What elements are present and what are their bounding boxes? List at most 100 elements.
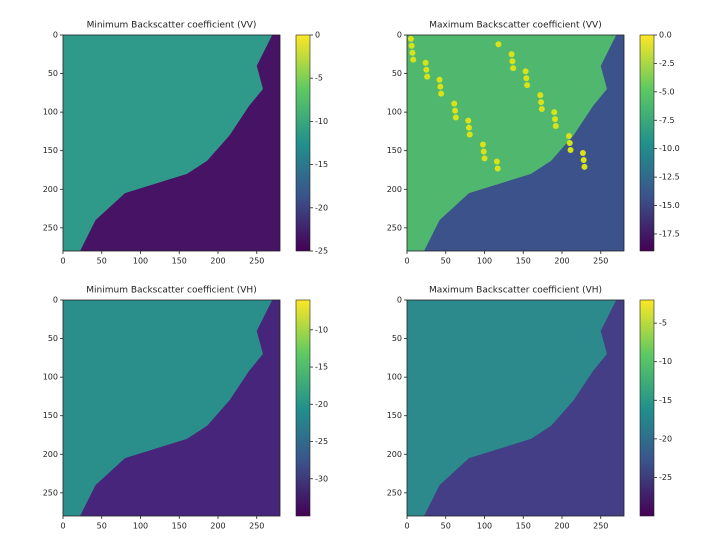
image-speck [510,65,517,72]
image-speck [407,35,414,42]
axes-frame [62,299,281,517]
image-speck [538,99,545,106]
x-tick-label: 50 [441,257,451,266]
image-speck [523,75,530,82]
colorbar [639,299,655,517]
colorbar-tick-label: -15 [659,396,672,405]
image-speck [552,116,559,123]
image-land [63,35,273,251]
x-tick-label: 250 [593,257,608,266]
y-tick-label: 50 [48,69,58,78]
image-speck [524,82,531,89]
image-speck [509,58,516,65]
y-tick-label: 250 [43,488,58,497]
image-land [407,300,617,516]
colorbar-tick-label: -20 [659,434,672,443]
image-speck [566,140,573,146]
image-speck [424,73,431,80]
x-tick-label: 150 [172,522,187,531]
colorbar-tick-label: -5 [659,319,667,328]
image-speck [423,66,430,73]
image-land [63,300,273,516]
y-tick-label: 250 [43,223,58,232]
colorbar-tick-label: -5 [315,74,323,83]
y-tick-label: 0 [53,31,58,40]
image-speck [508,51,515,58]
x-tick-label: 100 [477,522,492,531]
colorbar-tick-label: -10.0 [659,144,680,153]
x-tick-label: 0 [404,257,409,266]
colorbar-tick-label: -10 [659,357,672,366]
x-tick-label: 50 [441,522,451,531]
x-tick-label: 150 [172,257,187,266]
x-tick-label: 50 [97,522,107,531]
y-tick-label: 0 [53,296,58,305]
x-tick-label: 200 [210,522,225,531]
image-speck [452,107,459,114]
colorbar [295,34,311,252]
y-tick-label: 0 [397,296,402,305]
colorbar-tick-label: -20 [315,203,328,212]
y-tick-label: 100 [43,108,58,117]
x-tick-label: 200 [554,257,569,266]
image-speck [408,42,415,49]
y-tick-label: 50 [392,69,402,78]
image-speck [422,59,429,66]
axes-frame [406,299,625,517]
image-speck [480,148,487,155]
y-tick-label: 100 [387,373,402,382]
image-speck [466,131,473,138]
image-speck [436,76,443,83]
image-speck [551,109,558,116]
y-tick-label: 150 [43,146,58,155]
y-tick-label: 150 [43,411,58,420]
colorbar-tick-label: -30 [315,474,328,483]
image-speck [565,133,572,140]
y-tick-label: 50 [392,334,402,343]
colorbar-tick-label: -2.5 [659,59,675,68]
x-tick-label: 0 [60,522,65,531]
colorbar [295,299,311,517]
image-speck [466,124,472,131]
x-tick-label: 150 [516,522,531,531]
colorbar-tick-label: -25 [315,247,328,256]
y-tick-label: 250 [387,223,402,232]
image-speck [538,106,545,113]
image-speck [567,146,574,153]
image-speck [465,117,472,124]
x-tick-label: 200 [210,257,225,266]
colorbar-tick-label: -20 [315,400,328,409]
y-tick-label: 200 [387,450,402,459]
x-tick-label: 0 [60,257,65,266]
image-speck [581,163,588,170]
image-speck [580,156,587,163]
x-tick-label: 250 [249,257,264,266]
colorbar-tick-label: 0.0 [659,31,672,40]
colorbar-tick-label: -7.5 [659,116,675,125]
image-speck [495,41,502,48]
colorbar-tick-label: 0 [315,31,320,40]
image-speck [579,150,586,157]
colorbar-tick-label: -15.0 [659,201,680,210]
colorbar-tick-label: -17.5 [659,229,680,238]
axes-frame [406,34,625,252]
image-speck [438,90,445,97]
x-tick-label: 100 [477,257,492,266]
colorbar-tick-label: -25 [659,473,672,482]
x-tick-label: 0 [404,522,409,531]
panel-title: Minimum Backscatter coefficient (VH) [86,286,256,296]
image-speck [410,56,417,63]
image-speck [537,92,544,99]
y-tick-label: 150 [387,146,402,155]
panel-title: Maximum Backscatter coefficient (VH) [429,286,602,296]
y-tick-label: 0 [397,31,402,40]
colorbar-tick-label: -12.5 [659,173,680,182]
y-tick-label: 200 [43,450,58,459]
image-speck [452,114,459,121]
x-tick-label: 100 [133,522,148,531]
image-speck [494,165,501,172]
colorbar-tick-label: -5.0 [659,87,675,96]
panel-title: Maximum Backscatter coefficient (VV) [429,21,601,31]
x-tick-label: 200 [554,522,569,531]
